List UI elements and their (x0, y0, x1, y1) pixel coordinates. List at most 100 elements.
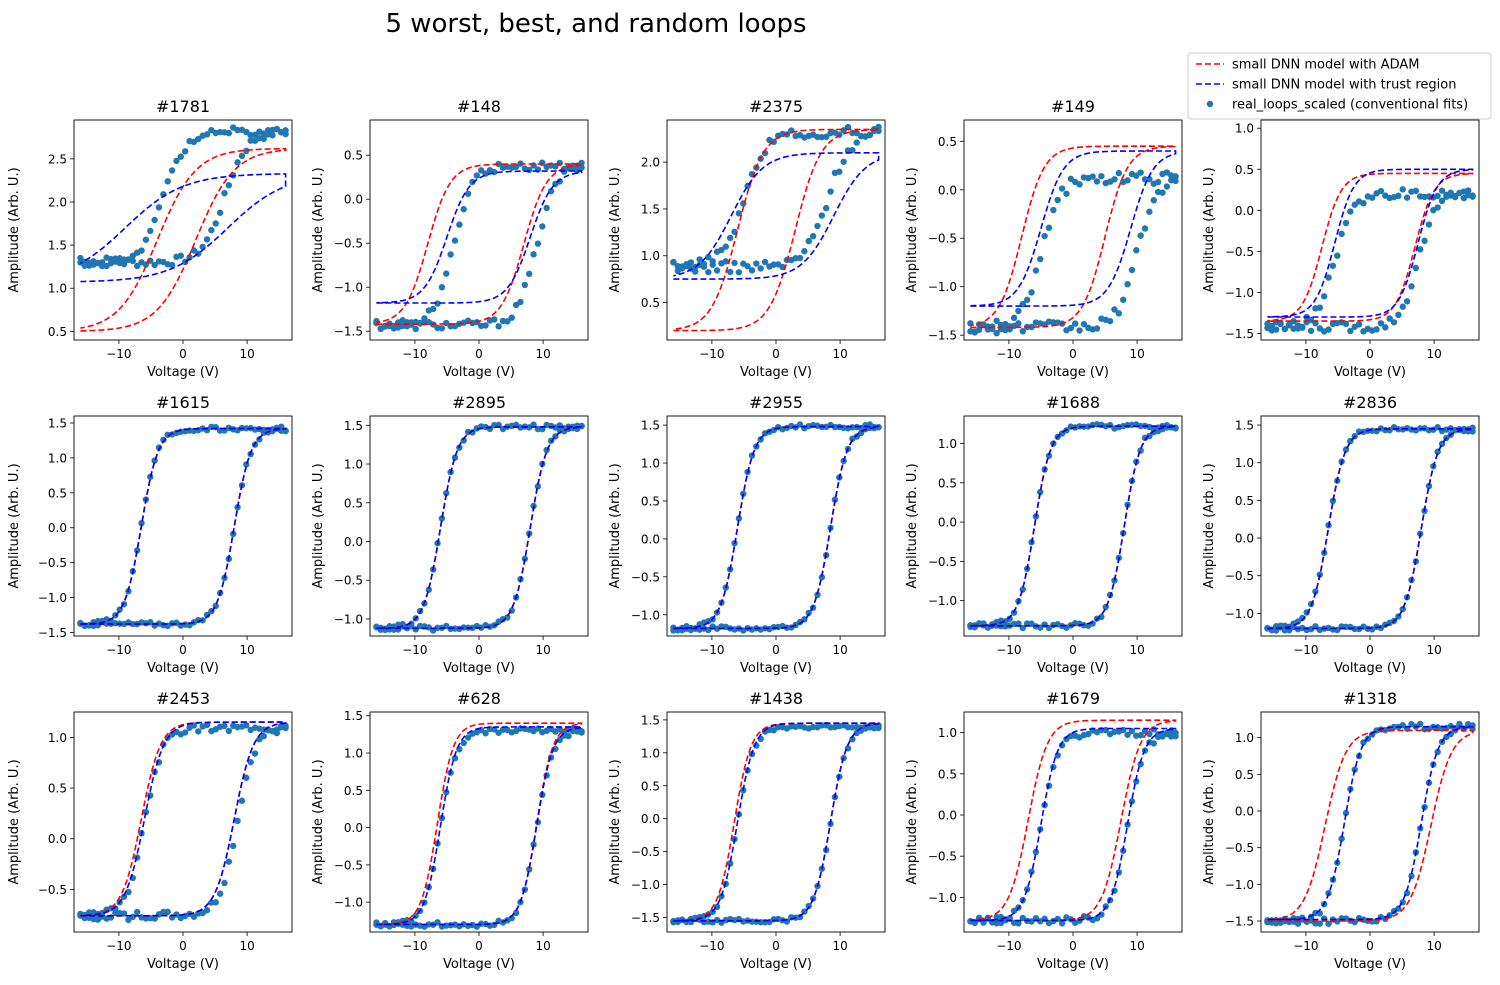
data-point (849, 736, 856, 743)
subplot-title: #2453 (156, 689, 210, 708)
axes-frame (1260, 415, 1480, 637)
data-point (1080, 320, 1088, 328)
x-tick-label: 0 (475, 347, 483, 361)
y-tick-label: 1.5 (641, 713, 660, 727)
y-tick-label: 0.5 (48, 782, 67, 796)
data-point (443, 789, 450, 796)
data-point (1465, 720, 1472, 728)
subplot-plot-area (373, 159, 585, 333)
data-point (1316, 920, 1323, 927)
data-point (451, 454, 459, 461)
data-point (1137, 447, 1144, 454)
data-point (1399, 186, 1406, 193)
y-tick-label: 0.5 (48, 486, 67, 500)
data-point (1128, 798, 1136, 805)
data-point (177, 153, 185, 160)
data-point (1443, 191, 1450, 199)
data-point (195, 728, 202, 735)
legend-real-label: real_loops_scaled (conventional fits) (1232, 98, 1468, 113)
y-tick-label: −0.5 (928, 232, 957, 246)
data-point (1023, 296, 1031, 304)
trust-fit-line (376, 726, 583, 926)
subplot-title: #148 (457, 97, 501, 116)
trust-fit-line (376, 426, 583, 630)
data-point (539, 223, 546, 230)
x-tick-label: 10 (1129, 939, 1144, 953)
x-tick-label: −10 (699, 347, 724, 361)
data-point (547, 188, 555, 195)
data-point (81, 262, 88, 269)
data-point (823, 204, 830, 212)
y-tick-label: −1.0 (334, 281, 363, 295)
data-point (692, 268, 699, 275)
data-point (473, 425, 481, 432)
axes-frame (963, 711, 1183, 933)
data-point (1150, 197, 1157, 204)
data-point (814, 222, 821, 230)
subplot-15: #1318 −10 0 10 −1.5 −1.0 −0.5 0.0 0.5 1.0 Voltage … (1202, 689, 1480, 972)
data-point (1377, 624, 1385, 632)
data-point (853, 139, 860, 146)
data-point (1325, 920, 1332, 927)
data-point (674, 267, 681, 275)
data-point (1320, 293, 1328, 300)
subplot-14: #1679 −10 0 10 −1.0 −0.5 0.0 0.5 1.0 Voltage (V) A… (905, 689, 1183, 972)
x-tick-label: −10 (699, 643, 724, 657)
data-point (90, 915, 97, 923)
subplots: #1781 −10 0 10 0.5 1.0 1.5 2.0 2.5 Voltage (V) Amp… (7, 97, 1480, 972)
y-tick-label: 1.5 (344, 419, 363, 433)
data-point (1146, 208, 1153, 215)
data-point (818, 574, 826, 581)
y-axis-label: Amplitude (Arb. U.) (1202, 463, 1217, 588)
data-point (1080, 174, 1088, 181)
data-point (1364, 193, 1372, 200)
axes-frame (666, 119, 886, 341)
data-point (1290, 317, 1297, 325)
subplot-13: #1438 −10 0 10 −1.5 −1.0 −0.5 0.0 0.5 1.0 1.5 Volta… (608, 689, 886, 972)
data-point (238, 797, 246, 804)
data-point (77, 619, 84, 627)
data-point (1377, 320, 1385, 327)
data-point (1128, 170, 1136, 178)
data-point (1124, 281, 1131, 288)
data-point (199, 723, 206, 730)
data-point (512, 909, 520, 917)
data-point (1294, 325, 1302, 332)
x-tick-label: 0 (1366, 347, 1374, 361)
axes-frame (369, 415, 589, 637)
y-tick-label: −1.5 (928, 329, 957, 343)
data-point (539, 159, 546, 166)
trust-fit-line (970, 150, 1177, 307)
data-point (1329, 262, 1337, 269)
data-point (1434, 204, 1441, 211)
data-point (1382, 324, 1389, 331)
data-point (1294, 920, 1302, 927)
data-point (875, 123, 882, 131)
data-point (464, 734, 472, 741)
data-point (565, 732, 572, 740)
data-point (853, 433, 860, 440)
data-point (147, 792, 154, 799)
data-point (735, 269, 743, 276)
data-point (1307, 327, 1315, 335)
data-point (203, 236, 211, 243)
y-tick-label: −1.0 (1225, 286, 1254, 300)
data-point (792, 132, 799, 140)
data-point (464, 190, 472, 197)
data-point (238, 152, 246, 160)
y-tick-label: 0.5 (641, 296, 660, 310)
data-point (849, 146, 856, 154)
data-point (208, 727, 215, 735)
data-point (451, 237, 459, 244)
data-point (748, 267, 756, 274)
y-tick-label: 1.5 (641, 202, 660, 216)
y-tick-label: 1.0 (48, 282, 67, 296)
subplot-plot-area (373, 722, 585, 930)
data-point (256, 436, 263, 443)
x-axis-label: Voltage (V) (740, 365, 812, 380)
subplot-6: #1615 −10 0 10 −1.5 −1.0 −0.5 0.0 0.5 1.0 1.5 Volta… (7, 393, 293, 676)
x-tick-label: 0 (1069, 347, 1077, 361)
subplot-title: #2375 (749, 97, 803, 116)
data-point (1163, 183, 1171, 190)
subplot-plot-area (373, 421, 585, 634)
